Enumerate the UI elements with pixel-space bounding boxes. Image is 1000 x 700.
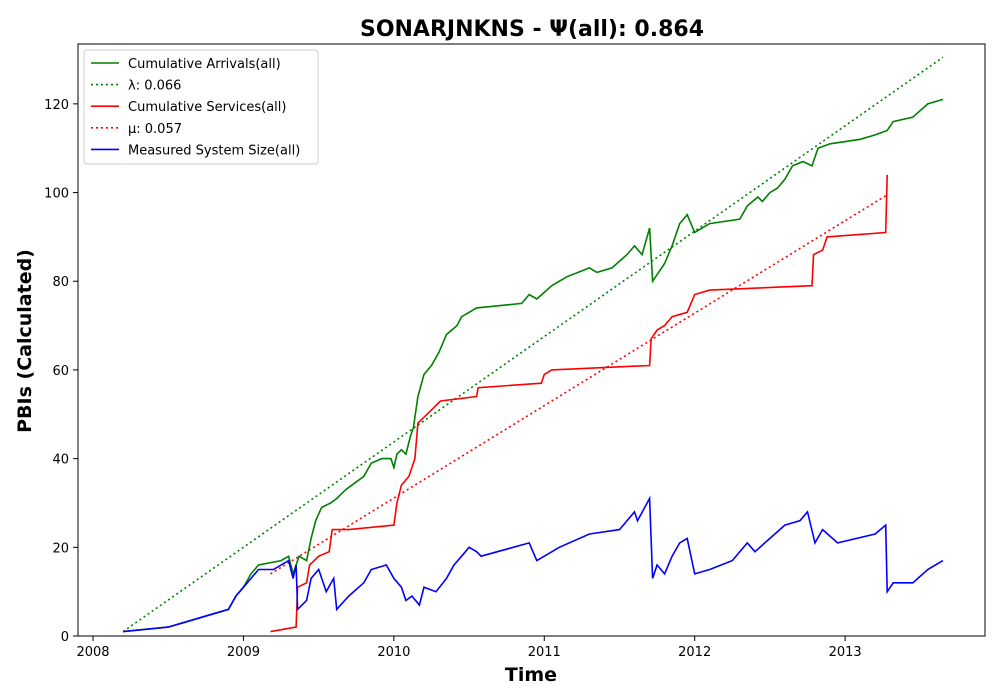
x-tick-label: 2012 <box>678 645 711 660</box>
y-tick-label: 100 <box>44 187 69 202</box>
plot-series-layer <box>122 56 944 633</box>
y-axis: 0 20 40 60 80 100 120 <box>44 98 78 645</box>
series-line-3 <box>270 174 888 633</box>
x-tick-label: 2013 <box>829 645 862 660</box>
chart-title: SONARJNKNS - Ψ(all): 0.864 <box>360 17 704 42</box>
y-axis-label: PBIs (Calculated) <box>14 249 36 433</box>
x-tick-label: 2008 <box>76 645 109 660</box>
plot-frame <box>77 43 986 637</box>
series-line-4 <box>270 194 888 575</box>
y-tick-label: 120 <box>44 98 69 113</box>
legend: Cumulative Arrivals(all) λ: 0.066 Cumulati… <box>83 49 319 165</box>
legend-box <box>83 49 319 165</box>
x-tick-label: 2010 <box>377 645 410 660</box>
x-tick-label: 2011 <box>528 645 561 660</box>
series-line-1 <box>123 98 944 633</box>
y-tick-label: 40 <box>52 453 69 468</box>
y-tick-label: 60 <box>52 364 69 379</box>
series-line-2 <box>122 56 944 633</box>
legend-entry-label: λ: 0.066 <box>128 79 181 94</box>
legend-entry-label: μ: 0.057 <box>128 122 182 137</box>
legend-entry-label: Measured System Size(all) <box>128 143 300 158</box>
y-tick-label: 80 <box>52 275 69 290</box>
y-tick-label: 20 <box>52 541 69 556</box>
series-line-5 <box>123 495 944 633</box>
x-axis-label: Time <box>505 664 557 686</box>
legend-entry-label: Cumulative Arrivals(all) <box>128 57 281 72</box>
y-tick-label: 0 <box>61 630 69 645</box>
x-tick-label: 2009 <box>227 645 260 660</box>
x-axis: 2008 2009 2010 2011 2012 2013 <box>76 636 862 660</box>
legend-entry-label: Cumulative Services(all) <box>128 100 286 115</box>
